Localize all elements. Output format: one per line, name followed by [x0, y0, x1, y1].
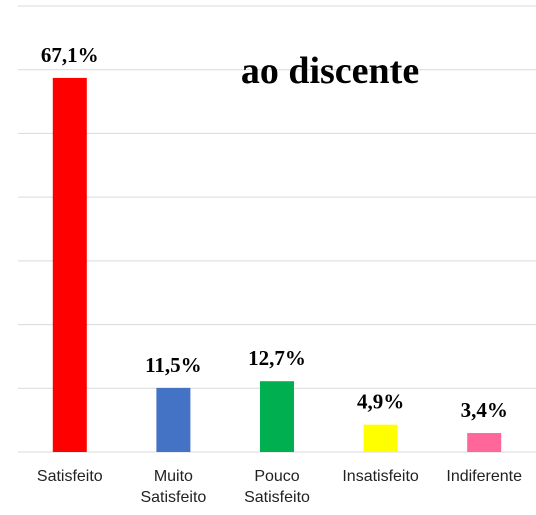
x-tick-label: Muito Satisfeito [140, 468, 207, 506]
bar [260, 381, 294, 452]
data-label: 11,5% [145, 353, 202, 377]
data-label: 12,7% [248, 346, 306, 370]
data-label: 67,1% [41, 43, 99, 67]
bar [467, 433, 502, 452]
data-label: 3,4% [461, 398, 508, 422]
bar [52, 77, 87, 452]
chart-title: ao discente [241, 50, 419, 92]
x-tick-label: Pouco Satisfeito [244, 468, 310, 506]
bar [156, 387, 191, 452]
gridlines [18, 5, 536, 453]
x-tick-label: Insatisfeito [342, 468, 419, 485]
bar [363, 424, 398, 452]
x-tick-label: Satisfeito [36, 468, 103, 485]
data-label: 4,9% [357, 390, 404, 414]
x-tick-label: Indiferente [446, 468, 522, 485]
